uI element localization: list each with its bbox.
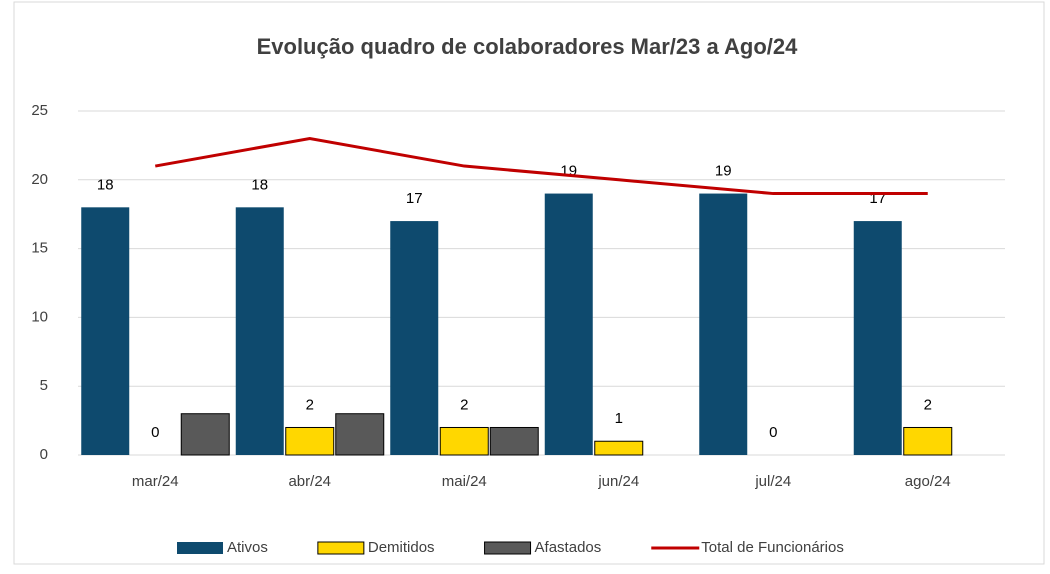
chart-title: Evolução quadro de colaboradores Mar/23 … (257, 34, 799, 59)
x-tick-label: jun/24 (597, 473, 639, 490)
y-tick-label: 5 (40, 377, 48, 394)
bar (235, 207, 284, 455)
data-label: 17 (406, 190, 423, 207)
line (154, 136, 928, 196)
legend-swatch (177, 542, 223, 554)
legend-label: Afastados (535, 539, 602, 556)
bar (853, 221, 902, 455)
bar (439, 426, 489, 456)
bar (390, 221, 439, 455)
legend-swatch (317, 541, 365, 555)
bar (699, 193, 748, 455)
data-label: 1 (615, 410, 623, 427)
y-tick-label: 25 (31, 102, 48, 119)
data-label: 18 (97, 176, 114, 193)
data-label: 2 (924, 396, 932, 413)
bar (903, 426, 953, 456)
x-tick-label: mai/24 (442, 473, 487, 490)
y-tick-label: 0 (40, 446, 48, 463)
y-tick-label: 20 (31, 171, 48, 188)
legend-label: Total de Funcionários (701, 539, 844, 556)
data-label: 2 (306, 396, 314, 413)
bar (544, 193, 593, 455)
data-label: 2 (460, 396, 468, 413)
x-tick-label: ago/24 (905, 473, 951, 490)
bar (81, 207, 130, 455)
y-tick-label: 10 (31, 308, 48, 325)
y-tick-label: 15 (31, 240, 48, 257)
data-label: 18 (251, 176, 268, 193)
bar (489, 426, 539, 456)
x-tick-label: abr/24 (288, 473, 331, 490)
bar (180, 413, 230, 456)
legend-label: Demitidos (368, 539, 435, 556)
data-label: 19 (715, 163, 732, 180)
data-label: 0 (769, 424, 777, 441)
x-tick-label: jul/24 (754, 473, 791, 490)
bar (335, 413, 385, 456)
legend-swatch (484, 541, 532, 555)
bar (594, 440, 644, 456)
legend-label: Ativos (227, 539, 268, 556)
bar (285, 426, 335, 456)
x-tick-label: mar/24 (132, 473, 179, 490)
data-label: 0 (151, 424, 159, 441)
